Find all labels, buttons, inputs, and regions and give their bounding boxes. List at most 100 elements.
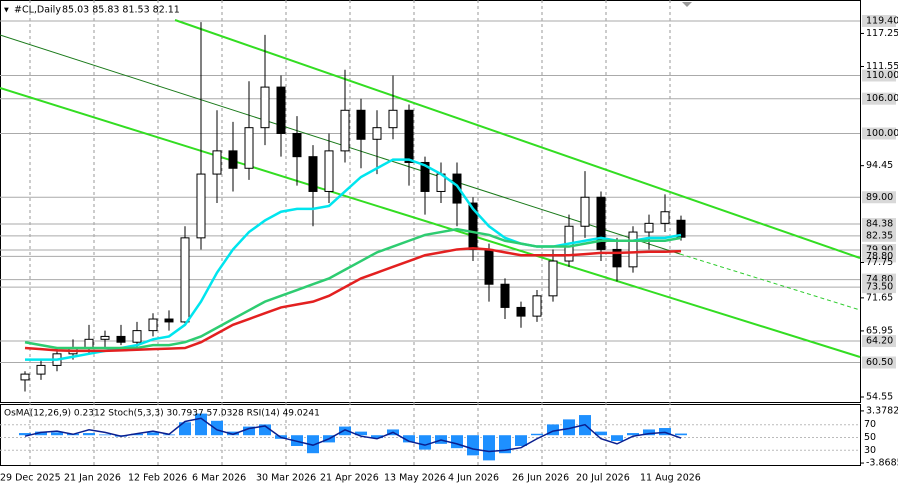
candle-body <box>276 86 286 134</box>
candle-body <box>612 248 622 268</box>
level-label-box <box>862 229 896 242</box>
osma-bar <box>259 424 271 436</box>
moving-average <box>25 158 682 361</box>
candle-body <box>660 211 670 224</box>
osma-bar <box>179 422 191 436</box>
level-label: 74.80 <box>866 274 893 285</box>
level-label: 119.40 <box>866 15 898 26</box>
y-tick-label: 94.45 <box>866 160 893 171</box>
level-label: 89.00 <box>866 192 893 203</box>
osma-bar <box>307 435 319 454</box>
osma-bar <box>515 435 527 447</box>
level-label-box <box>862 244 896 257</box>
osma-bar <box>403 435 415 443</box>
trend-line <box>0 87 861 358</box>
candle-body <box>100 335 110 340</box>
osma-bar <box>627 433 639 436</box>
candle-body <box>356 109 366 140</box>
level-label: 60.50 <box>866 357 893 368</box>
candle-body <box>388 109 398 129</box>
candle-body <box>484 248 494 285</box>
osma-bar <box>51 432 63 436</box>
candle-body <box>36 364 46 375</box>
candle-body <box>180 237 190 323</box>
osma-bar <box>147 432 159 436</box>
level-label: 106.00 <box>866 93 898 104</box>
x-tick-label: 21 Jan 2026 <box>64 473 121 484</box>
x-tick-label: 13 May 2026 <box>384 473 446 484</box>
level-label-box <box>862 69 896 82</box>
candle-body <box>580 196 590 227</box>
candle-body <box>532 295 542 317</box>
trend-line <box>679 253 861 311</box>
osma-bar <box>339 426 351 436</box>
level-label-box <box>862 218 896 231</box>
candle-body <box>404 109 414 163</box>
osma-bar <box>355 431 367 436</box>
candle-body <box>292 132 302 158</box>
osma-bar <box>611 435 623 441</box>
osma-bar <box>99 434 111 436</box>
candle-body <box>164 318 174 323</box>
candle-body <box>676 219 686 238</box>
y-tick-label: 3.3782 <box>866 405 898 416</box>
oscillator-pane <box>0 404 861 466</box>
osma-bar <box>451 435 463 449</box>
y-tick-label: -3.8685 <box>866 458 898 469</box>
candle-body <box>420 161 430 192</box>
candle-body <box>644 222 654 233</box>
x-tick-label: 4 Jun 2026 <box>448 473 499 484</box>
y-tick-label: 111.55 <box>866 61 898 72</box>
candle-body <box>516 306 526 317</box>
osma-bar <box>419 435 431 450</box>
symbol: #CL,Daily <box>14 5 61 16</box>
candle-body <box>228 150 238 169</box>
y2-tick-label: 30 <box>864 445 876 456</box>
x-tick-label: 6 Mar 2026 <box>192 473 246 484</box>
level-label-box <box>862 335 896 348</box>
x-tick-label: 30 Mar 2026 <box>256 473 316 484</box>
level-label-box <box>862 92 896 105</box>
candle-body <box>20 373 30 381</box>
osma-bar <box>483 435 495 461</box>
y-tick-label: 117.25 <box>866 28 898 39</box>
candle-body <box>196 173 206 239</box>
indicators: OsMA(12,26,9) 0.2312 Stoch(5,3,3) 30.793… <box>4 409 320 419</box>
y-tick-label: 54.55 <box>866 392 893 403</box>
x-tick-label: 20 Jul 2026 <box>576 473 630 484</box>
trend-line <box>174 19 861 259</box>
osma-bar <box>19 433 31 436</box>
level-label: 100.00 <box>866 128 898 139</box>
candle-body <box>324 150 334 192</box>
candle-body <box>260 86 270 129</box>
level-label-box <box>862 250 896 263</box>
level-label-box <box>862 127 896 140</box>
level-label: 84.38 <box>866 219 893 230</box>
candle-body <box>548 260 558 297</box>
trend-line <box>0 34 681 255</box>
x-tick-label: 26 Jun 2026 <box>512 473 569 484</box>
osma-bar <box>563 419 575 436</box>
candle-body <box>452 173 462 204</box>
shift-marker <box>682 2 692 7</box>
osma-bar <box>211 420 223 436</box>
osma-bar <box>371 435 383 439</box>
osma-bar <box>531 433 543 436</box>
rsi-line <box>24 417 682 453</box>
y-tick-label: 71.65 <box>866 292 893 303</box>
candle-body <box>212 150 222 175</box>
y-tick-label: 65.95 <box>866 325 893 336</box>
x-tick-label: 11 Aug 2026 <box>640 473 701 484</box>
x-tick-label: 21 Apr 2026 <box>320 473 379 484</box>
level-label-box <box>862 281 896 294</box>
candle-body <box>132 330 142 343</box>
level-label: 110.00 <box>866 70 898 81</box>
moving-average <box>24 247 682 353</box>
moving-average <box>24 227 682 350</box>
x-tick-label: 12 Feb 2026 <box>128 473 187 484</box>
arrow: ▾ <box>4 5 9 16</box>
osma-bar <box>83 433 95 436</box>
candle-body <box>500 283 510 308</box>
level-label: 73.50 <box>866 282 893 293</box>
